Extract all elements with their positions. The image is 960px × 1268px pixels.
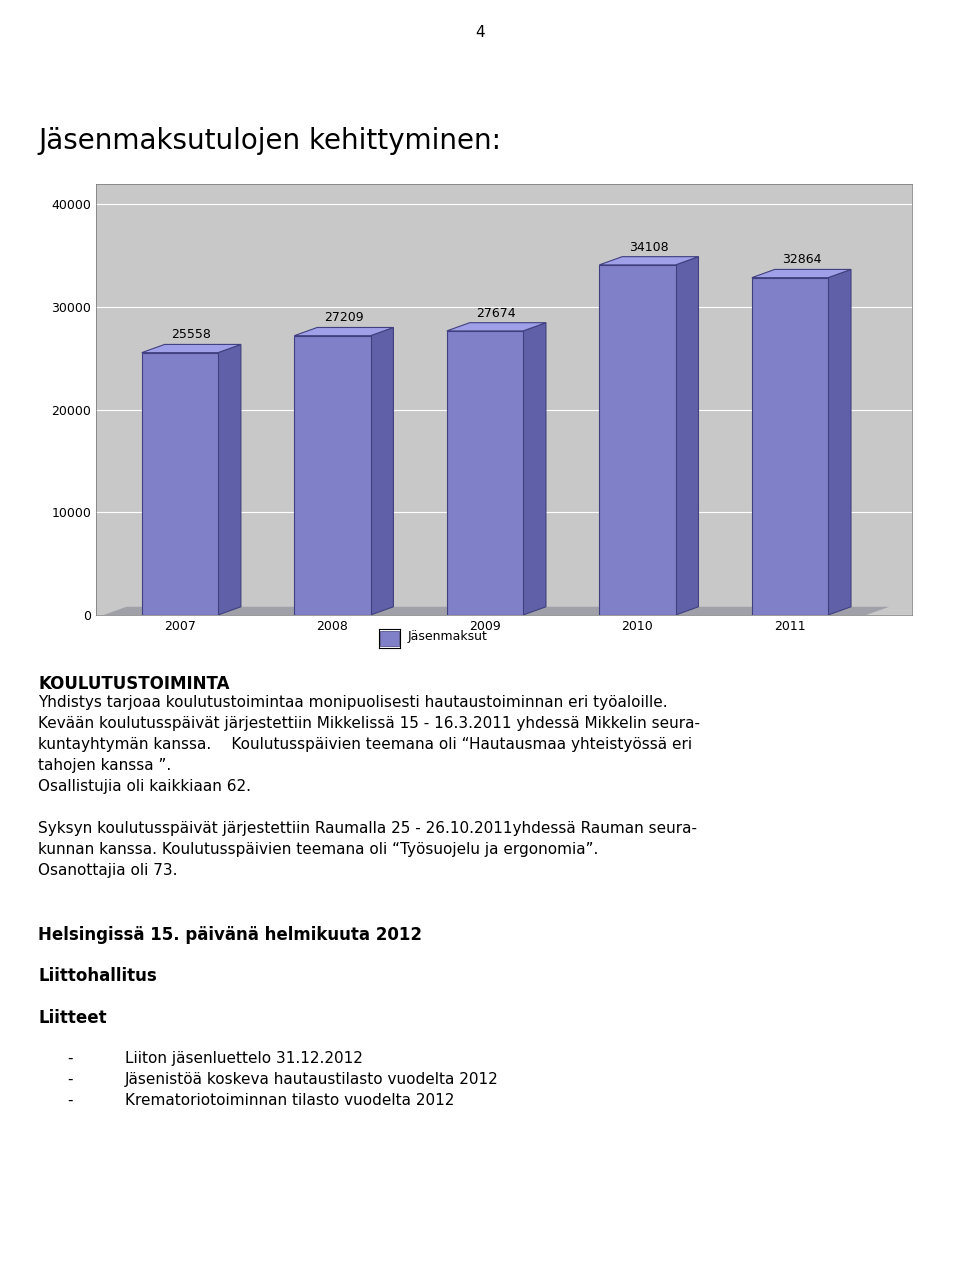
Text: 34108: 34108: [629, 241, 669, 254]
Polygon shape: [599, 256, 699, 265]
Text: Yhdistys tarjoaa koulutustoimintaa monipuolisesti hautaustoiminnan eri työaloill: Yhdistys tarjoaa koulutustoimintaa monip…: [38, 695, 668, 710]
Text: KOULUTUSTOIMINTA: KOULUTUSTOIMINTA: [38, 675, 229, 692]
Bar: [380, 630, 399, 645]
Bar: [142, 353, 218, 615]
Text: tahojen kanssa ”.: tahojen kanssa ”.: [38, 758, 172, 773]
Bar: [295, 336, 371, 615]
Text: Syksyn koulutusspäivät järjestettiin Raumalla 25 - 26.10.2011yhdessä Rauman seur: Syksyn koulutusspäivät järjestettiin Rau…: [38, 822, 697, 836]
Polygon shape: [828, 269, 851, 615]
Polygon shape: [446, 322, 546, 331]
Polygon shape: [295, 327, 394, 336]
Polygon shape: [104, 607, 889, 615]
Text: 25558: 25558: [172, 328, 211, 341]
Bar: [752, 278, 828, 615]
Text: 4: 4: [475, 25, 485, 41]
Polygon shape: [142, 345, 241, 353]
Text: -: -: [67, 1093, 73, 1108]
Text: Osanottajia oli 73.: Osanottajia oli 73.: [38, 864, 178, 877]
Text: Liiton jäsenluettelo 31.12.2012: Liiton jäsenluettelo 31.12.2012: [125, 1051, 363, 1066]
Polygon shape: [218, 345, 241, 615]
Text: Jäsenmaksut: Jäsenmaksut: [408, 630, 488, 643]
Text: kunnan kanssa. Koulutusspäivien teemana oli “Työsuojelu ja ergonomia”.: kunnan kanssa. Koulutusspäivien teemana …: [38, 842, 599, 857]
Text: Kevään koulutusspäivät järjestettiin Mikkelissä 15 - 16.3.2011 yhdessä Mikkelin : Kevään koulutusspäivät järjestettiin Mik…: [38, 716, 701, 732]
Polygon shape: [523, 322, 546, 615]
Text: 27209: 27209: [324, 312, 364, 325]
Polygon shape: [676, 256, 699, 615]
Text: kuntayhtymän kanssa.  Koulutusspäivien teemana oli “Hautausmaa yhteistyössä eri: kuntayhtymän kanssa. Koulutusspäivien te…: [38, 738, 692, 752]
Text: Liittohallitus: Liittohallitus: [38, 967, 157, 985]
Text: 32864: 32864: [781, 254, 821, 266]
Polygon shape: [371, 327, 394, 615]
Bar: [446, 331, 523, 615]
Text: Krematoriotoiminnan tilasto vuodelta 2012: Krematoriotoiminnan tilasto vuodelta 201…: [125, 1093, 454, 1108]
Text: -: -: [67, 1051, 73, 1066]
Bar: [599, 265, 676, 615]
Text: -: -: [67, 1073, 73, 1087]
Text: Jäsenmaksutulojen kehittyminen:: Jäsenmaksutulojen kehittyminen:: [38, 127, 501, 155]
Text: Helsingissä 15. päivänä helmikuuta 2012: Helsingissä 15. päivänä helmikuuta 2012: [38, 926, 422, 943]
Text: Liitteet: Liitteet: [38, 1009, 107, 1027]
Polygon shape: [752, 269, 851, 278]
Text: Osallistujia oli kaikkiaan 62.: Osallistujia oli kaikkiaan 62.: [38, 779, 252, 794]
Text: Jäsenistöä koskeva hautaustilasto vuodelta 2012: Jäsenistöä koskeva hautaustilasto vuodel…: [125, 1073, 498, 1087]
Text: 27674: 27674: [476, 307, 516, 320]
